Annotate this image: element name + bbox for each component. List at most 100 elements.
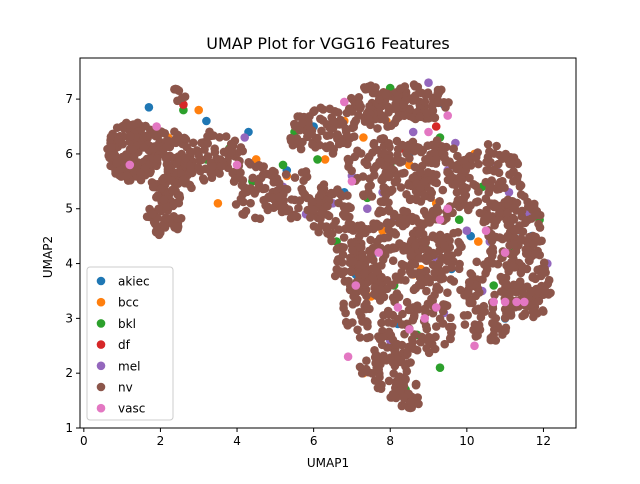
nv-point xyxy=(432,178,442,188)
nv-point xyxy=(107,143,116,152)
nv-point xyxy=(488,259,498,268)
nv-point xyxy=(417,332,427,342)
nv-point xyxy=(180,92,190,101)
y-tick-label: 5 xyxy=(65,202,73,216)
nv-point xyxy=(181,153,191,163)
nv-point xyxy=(411,91,420,100)
nv-point xyxy=(388,280,397,290)
nv-point xyxy=(306,213,315,222)
nv-point xyxy=(168,186,178,195)
nv-point xyxy=(436,274,446,284)
nv-point xyxy=(333,130,342,139)
nv-point xyxy=(410,311,419,320)
nv-point xyxy=(399,392,409,402)
nv-point xyxy=(345,224,355,234)
vasc-point xyxy=(393,303,403,312)
nv-point xyxy=(128,145,138,154)
nv-point xyxy=(295,125,305,135)
nv-point xyxy=(411,380,421,389)
y-tick-label: 4 xyxy=(65,257,73,271)
nv-point xyxy=(148,182,158,192)
nv-point xyxy=(384,310,394,319)
nv-point xyxy=(355,232,364,241)
nv-point xyxy=(322,120,332,129)
nv-point xyxy=(340,276,350,286)
nv-point xyxy=(364,225,373,234)
nv-point xyxy=(356,221,366,230)
nv-point xyxy=(419,190,429,200)
nv-point xyxy=(324,211,334,221)
nv-point xyxy=(422,108,432,118)
nv-point xyxy=(197,155,206,165)
nv-point xyxy=(489,149,499,158)
nv-point xyxy=(473,197,483,206)
nv-point xyxy=(488,247,498,257)
nv-point xyxy=(435,197,444,206)
nv-point xyxy=(544,275,554,285)
nv-point xyxy=(254,161,264,170)
legend-box xyxy=(86,266,174,421)
nv-point xyxy=(473,148,483,157)
legend-label-vasc: vasc xyxy=(118,402,145,416)
nv-point xyxy=(377,261,386,270)
nv-point xyxy=(540,286,550,295)
nv-point xyxy=(203,139,212,148)
nv-point xyxy=(381,190,391,200)
nv-point xyxy=(509,177,518,186)
nv-point xyxy=(482,265,492,274)
nv-point xyxy=(453,196,463,205)
nv-point xyxy=(424,336,433,346)
nv-point xyxy=(207,173,217,182)
nv-point xyxy=(348,245,357,255)
nv-point xyxy=(385,171,394,180)
nv-point xyxy=(360,83,369,92)
nv-point xyxy=(487,236,497,246)
nv-point xyxy=(423,88,433,97)
nv-point xyxy=(348,257,358,266)
nv-point xyxy=(368,274,378,283)
nv-point xyxy=(365,332,374,342)
nv-point xyxy=(443,250,453,260)
nv-point xyxy=(173,214,183,224)
nv-point xyxy=(400,261,409,271)
nv-point xyxy=(156,184,166,194)
nv-point xyxy=(354,110,363,120)
nv-point xyxy=(499,153,508,162)
nv-point xyxy=(515,180,525,189)
nv-point xyxy=(380,115,390,125)
nv-point xyxy=(461,191,471,200)
nv-point xyxy=(460,320,470,329)
nv-point xyxy=(108,129,117,139)
nv-point xyxy=(370,170,379,180)
nv-point xyxy=(415,112,425,122)
bkl-point xyxy=(435,363,445,373)
nv-point xyxy=(446,172,456,181)
legend: akiec bcc bkl df mel nv vasc xyxy=(86,266,174,421)
nv-point xyxy=(425,211,435,220)
vasc-point xyxy=(431,303,441,312)
nv-point xyxy=(309,205,319,215)
mel-point xyxy=(363,204,372,213)
nv-point xyxy=(427,294,436,304)
nv-point xyxy=(376,157,385,167)
nv-point xyxy=(456,242,465,251)
nv-point xyxy=(412,195,421,205)
nv-point xyxy=(325,141,335,150)
x-tick-label: 2 xyxy=(157,434,165,448)
nv-point xyxy=(139,143,149,152)
nv-point xyxy=(170,127,179,136)
nv-point xyxy=(493,324,503,333)
nv-point xyxy=(208,162,217,171)
x-tick-label: 0 xyxy=(80,434,88,448)
nv-point xyxy=(488,310,497,320)
vasc-point xyxy=(125,160,135,170)
nv-point xyxy=(370,289,379,299)
nv-point xyxy=(528,273,537,282)
x-axis-label: UMAP1 xyxy=(307,456,349,470)
nv-point xyxy=(114,135,123,144)
nv-point xyxy=(377,272,386,282)
nv-point xyxy=(338,250,348,260)
nv-point xyxy=(390,177,400,187)
nv-point xyxy=(299,176,308,185)
nv-point xyxy=(399,100,409,109)
